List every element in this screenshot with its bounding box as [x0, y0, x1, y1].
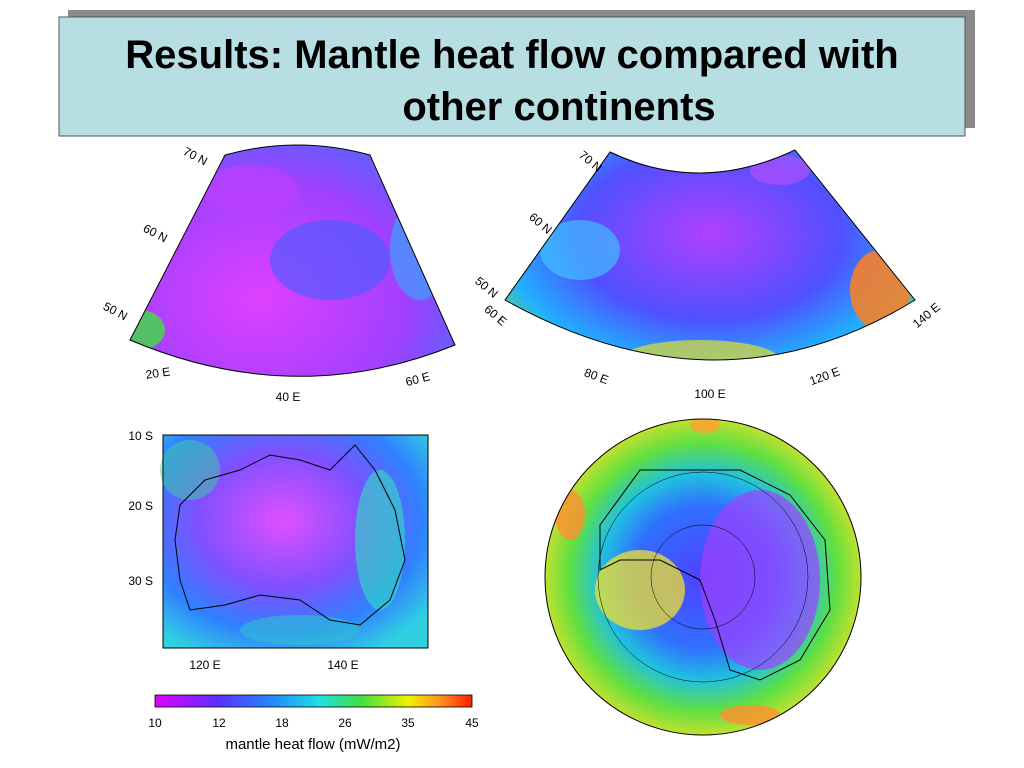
lat-label: 50 N [101, 299, 130, 323]
colorbar-tick: 35 [401, 716, 415, 730]
graticule [597, 471, 809, 683]
title-line: other continents [402, 85, 715, 129]
lon-label: 140 E [327, 658, 358, 672]
lat-label: 60 N [141, 221, 170, 245]
lat-label: 50 N [472, 274, 500, 301]
lat-label: 10 S [128, 429, 153, 443]
colorbar-tick: 10 [148, 716, 162, 730]
lon-label: 140 E [910, 300, 943, 331]
lat-label: 20 S [128, 499, 153, 513]
lon-label: 40 E [276, 390, 301, 404]
lon-label: 20 E [145, 365, 171, 382]
antarctica-frame [544, 418, 862, 736]
lon-label: 100 E [694, 387, 725, 401]
colorbar [154, 694, 473, 708]
lon-label: 60 E [404, 369, 431, 389]
lat-label: 30 S [128, 574, 153, 588]
lon-label: 80 E [582, 365, 610, 387]
australia-map [160, 434, 429, 649]
asia-frame [504, 149, 916, 361]
graticule [650, 524, 756, 630]
colorbar-tick: 26 [338, 716, 352, 730]
europe-frame [129, 144, 456, 377]
colorbar-tick: 18 [275, 716, 289, 730]
lon-label: 120 E [189, 658, 220, 672]
title-box [58, 16, 966, 137]
colorbar-tick: 12 [212, 716, 226, 730]
lon-label: 60 E [482, 302, 510, 329]
antarctica-coast [599, 469, 831, 681]
colorbar-tick: 45 [465, 716, 479, 730]
lat-label: 70 N [181, 144, 210, 168]
lat-label: 60 N [526, 210, 554, 237]
title-line: Results: Mantle heat flow compared with [125, 33, 898, 77]
lon-label: 120 E [808, 364, 842, 388]
colorbar-label: mantle heat flow (mW/m2) [225, 736, 400, 753]
asia-map [505, 150, 915, 360]
